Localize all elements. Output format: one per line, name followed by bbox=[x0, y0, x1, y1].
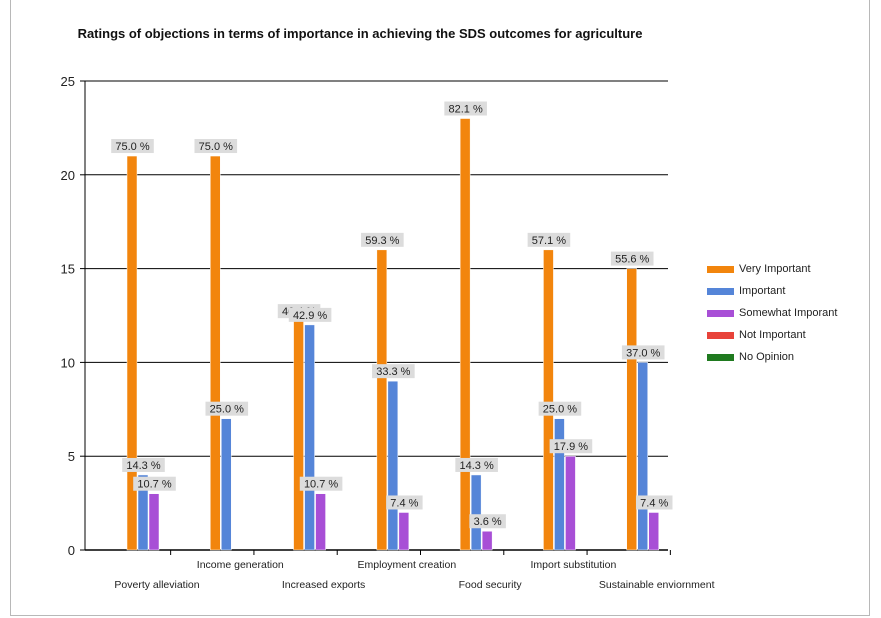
x-tick-label: Increased exports bbox=[282, 579, 365, 591]
data-label-box bbox=[194, 139, 238, 154]
data-label-box bbox=[635, 495, 673, 510]
chart-legend: Very Important Important Somewhat Imporant… bbox=[707, 258, 837, 368]
data-label: 25.0 % bbox=[210, 404, 244, 416]
bar bbox=[210, 155, 221, 551]
legend-swatch bbox=[707, 309, 734, 317]
data-label-box bbox=[386, 495, 423, 510]
data-label: 33.3 % bbox=[376, 366, 410, 378]
data-label: 57.1 % bbox=[532, 235, 566, 247]
bar bbox=[554, 418, 565, 551]
data-label: 7.4 % bbox=[640, 497, 668, 509]
y-tick-label: 10 bbox=[61, 355, 75, 370]
bar bbox=[470, 474, 482, 551]
data-label: 75.0 % bbox=[115, 141, 149, 153]
bar bbox=[565, 455, 576, 551]
data-label-box bbox=[299, 476, 343, 491]
bar bbox=[648, 512, 659, 551]
data-label-box bbox=[205, 401, 249, 416]
legend-label: Somewhat Imporant bbox=[739, 307, 838, 319]
data-label: 14.3 % bbox=[126, 460, 160, 472]
legend-item: Very Important bbox=[707, 258, 837, 280]
legend-label: No Opinion bbox=[739, 351, 795, 363]
data-label-box bbox=[527, 232, 571, 247]
bar bbox=[304, 324, 315, 551]
bar bbox=[481, 530, 493, 551]
data-label: 75.0 % bbox=[199, 141, 233, 153]
data-label-box bbox=[361, 232, 404, 247]
bar bbox=[376, 249, 388, 551]
data-label: 10.7 % bbox=[137, 479, 171, 491]
y-tick-label: 20 bbox=[61, 168, 75, 183]
data-label: 14.3 % bbox=[460, 460, 494, 472]
data-label: 82.1 % bbox=[449, 104, 483, 116]
x-tick-label: Sustainable enviornment bbox=[599, 579, 715, 591]
data-label-box bbox=[444, 101, 487, 116]
data-label-box bbox=[372, 364, 415, 379]
x-tick-label: Employment creation bbox=[358, 559, 457, 571]
y-tick-label: 5 bbox=[68, 449, 75, 464]
data-label-box bbox=[133, 476, 176, 491]
legend-swatch bbox=[707, 265, 734, 273]
bar bbox=[398, 512, 410, 551]
data-label-box bbox=[455, 457, 498, 472]
bar bbox=[387, 380, 399, 551]
bar bbox=[293, 320, 304, 551]
legend-label: Not Important bbox=[739, 329, 806, 341]
data-label: 7.4 % bbox=[390, 497, 418, 509]
data-label-box bbox=[288, 307, 332, 322]
bar bbox=[148, 493, 160, 551]
data-label-box bbox=[122, 457, 165, 472]
legend-label: Important bbox=[739, 285, 786, 297]
legend-swatch bbox=[707, 287, 734, 295]
bar bbox=[315, 493, 326, 551]
legend-item: Important bbox=[707, 280, 837, 302]
bar bbox=[626, 268, 637, 551]
legend-item: Somewhat Imporant bbox=[707, 302, 837, 324]
data-label: 55.6 % bbox=[615, 254, 649, 266]
legend-swatch bbox=[707, 353, 734, 361]
bar bbox=[637, 362, 648, 551]
x-tick-label: Import substitution bbox=[531, 559, 617, 571]
x-tick-label: Poverty alleviation bbox=[114, 579, 199, 591]
data-label-box bbox=[610, 251, 654, 266]
data-label-box bbox=[469, 514, 506, 529]
data-label-box bbox=[621, 345, 665, 360]
data-label: 3.6 % bbox=[474, 516, 502, 528]
y-tick-label: 25 bbox=[61, 74, 75, 89]
y-tick-label: 15 bbox=[61, 262, 75, 277]
data-label: 17.9 % bbox=[554, 441, 588, 453]
data-label: 10.7 % bbox=[304, 479, 338, 491]
bar bbox=[543, 249, 554, 551]
legend-label: Very Important bbox=[739, 263, 811, 275]
data-label-box bbox=[549, 439, 593, 454]
y-tick-label: 0 bbox=[68, 543, 75, 558]
chart-title: Ratings of objections in terms of import… bbox=[77, 26, 643, 41]
data-label: 37.0 % bbox=[626, 347, 660, 359]
legend-swatch bbox=[707, 331, 734, 339]
data-label: 25.0 % bbox=[543, 404, 577, 416]
legend-item: Not Important bbox=[707, 324, 837, 346]
x-tick-label: Income generation bbox=[197, 559, 284, 571]
bar bbox=[221, 418, 232, 551]
legend-item: No Opinion bbox=[707, 346, 837, 368]
bar bbox=[137, 474, 149, 551]
data-label-box bbox=[111, 139, 154, 154]
data-label-box bbox=[538, 401, 582, 416]
data-label: 42.9 % bbox=[293, 310, 327, 322]
bar bbox=[459, 118, 471, 551]
x-tick-label: Food security bbox=[459, 579, 523, 591]
data-label: 59.3 % bbox=[365, 235, 399, 247]
bar bbox=[126, 155, 138, 551]
